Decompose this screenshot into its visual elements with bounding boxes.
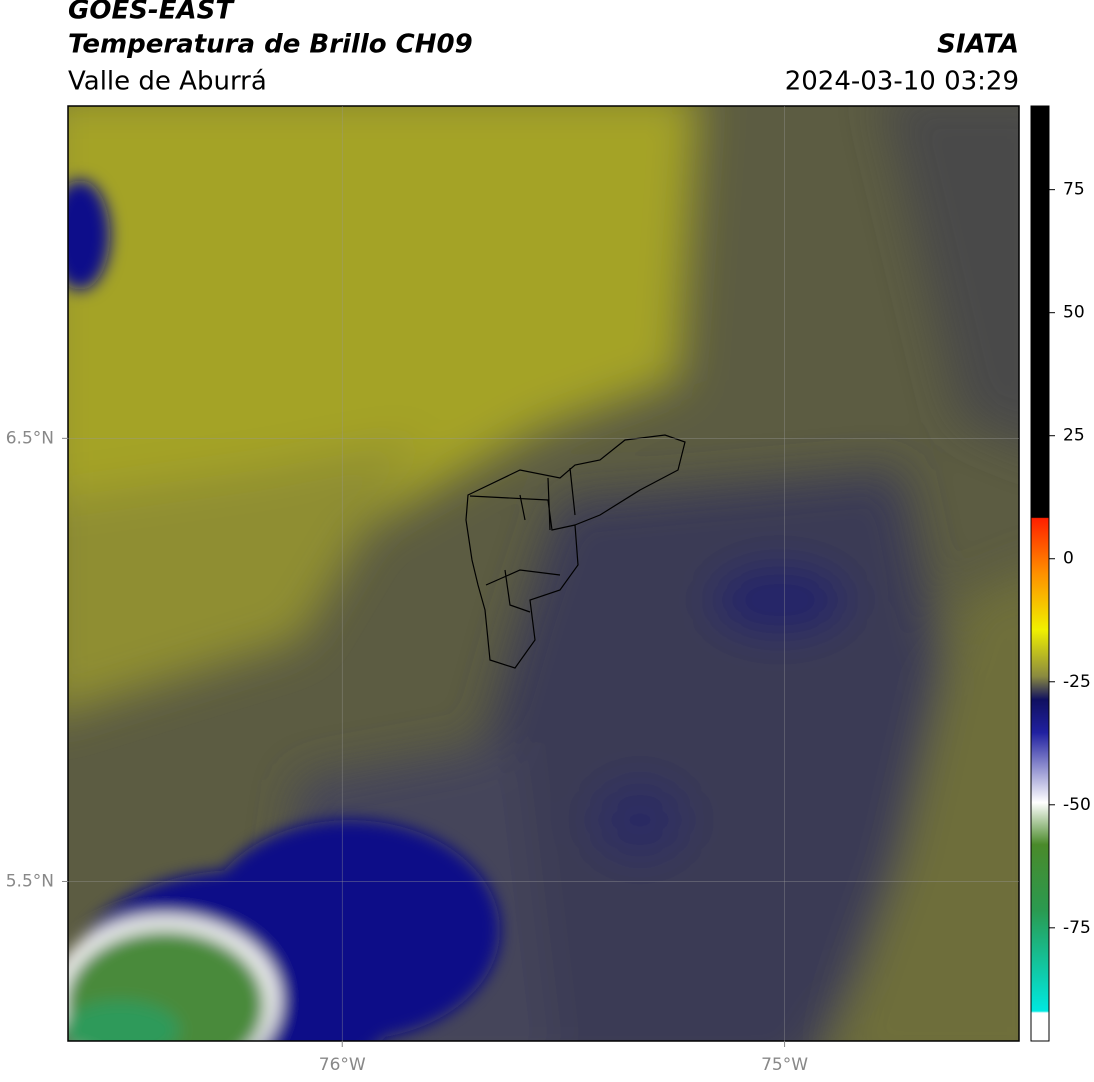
- y-tick-label: 6.5°N: [6, 428, 54, 448]
- datetime: 2024-03-10 03:29: [785, 67, 1019, 97]
- colorbar-tick-label: -75: [1063, 918, 1091, 938]
- colorbar-tick-label: 0: [1063, 549, 1074, 569]
- colorbar-tick-label: 75: [1063, 180, 1085, 200]
- y-tick-label: 5.5°N: [6, 871, 54, 891]
- region: Valle de Aburrá: [68, 67, 267, 97]
- title: GOES-EAST: [68, 0, 235, 26]
- colorbar-tick-label: -50: [1063, 795, 1091, 815]
- source: SIATA: [937, 30, 1019, 60]
- map-image: [68, 106, 1019, 1041]
- colorbar: [1030, 105, 1050, 1042]
- x-tick-label: 76°W: [319, 1055, 366, 1075]
- colorbar-tick-label: 25: [1063, 426, 1085, 446]
- colorbar-tick-label: 50: [1063, 303, 1085, 323]
- map-frame: [67, 105, 1020, 1042]
- colorbar-tick-label: -25: [1063, 672, 1091, 692]
- axes: 76°W 75°W 6.5°N 5.5°N 75 50 25 0 -25 -50 -75: [6, 106, 1091, 1075]
- x-tick-label: 75°W: [761, 1055, 808, 1075]
- subtitle: Temperatura de Brillo CH09: [68, 30, 473, 60]
